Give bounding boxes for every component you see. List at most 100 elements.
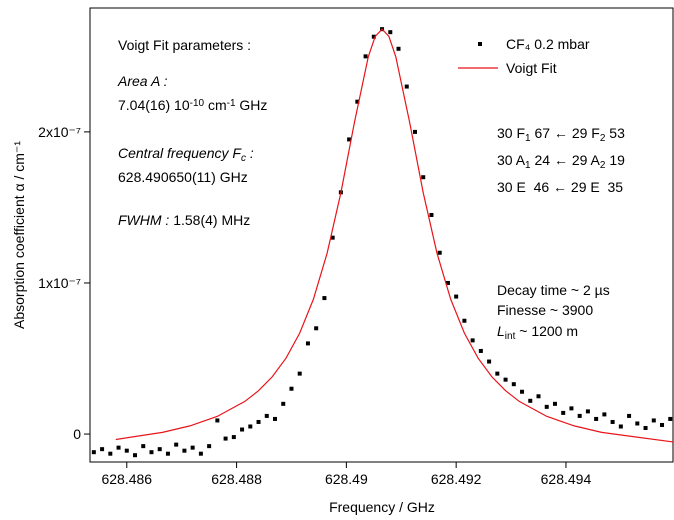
x-axis-label: Frequency / GHz	[329, 499, 435, 515]
data-point	[594, 416, 599, 421]
data-point	[264, 413, 269, 418]
data-point	[643, 426, 648, 431]
data-point	[223, 436, 228, 441]
data-point	[305, 341, 310, 346]
data-point	[124, 448, 129, 453]
data-point	[585, 409, 590, 414]
annotation-part: 1	[525, 133, 531, 144]
annotation-part: 53	[605, 125, 625, 141]
annotation-part: Central frequency F	[118, 145, 242, 161]
data-point	[520, 389, 525, 394]
plot-frame	[89, 7, 674, 463]
x-tick-label: 628.494	[541, 471, 592, 487]
data-point	[297, 371, 302, 376]
annotation: 30 F1 67 ← 29 F2 53	[497, 125, 625, 144]
data-point	[635, 421, 640, 426]
data-point	[470, 338, 475, 343]
data-point	[544, 404, 549, 409]
data-point	[116, 445, 121, 450]
data-point	[618, 424, 623, 429]
annotation-part: ~ 1200 m	[515, 323, 578, 339]
y-tick-label: 1x10⁻⁷	[38, 275, 81, 291]
data-point	[462, 318, 467, 323]
data-point	[165, 451, 170, 456]
annotation-part: 67 ← 29 F	[531, 125, 600, 141]
annotation: 7.04(16) 10-10 cm-1 GHz	[118, 97, 267, 113]
data-point	[273, 416, 278, 421]
data-point	[149, 450, 154, 455]
data-point	[182, 448, 187, 453]
x-tick-label: 628.49	[325, 471, 368, 487]
data-point	[454, 294, 459, 299]
data-point	[404, 84, 409, 89]
annotation-part: :	[246, 145, 254, 161]
data-point	[511, 382, 516, 387]
data-point	[248, 424, 253, 429]
annotation-part: FWHM :	[118, 212, 169, 228]
annotation: Area A :	[117, 73, 168, 89]
legend-label: Voigt Fit	[506, 60, 557, 76]
annotation-part: 24 ← 29 A	[531, 152, 601, 168]
data-point	[133, 453, 138, 458]
x-tick-label: 628.492	[431, 471, 482, 487]
data-point	[330, 235, 335, 240]
data-point	[388, 30, 393, 35]
data-point	[355, 99, 360, 104]
annotation-part: GHz	[236, 97, 268, 113]
data-point	[528, 398, 533, 403]
data-point	[651, 418, 656, 423]
y-tick-label: 2x10⁻⁷	[38, 124, 81, 140]
data-point	[478, 348, 483, 353]
data-point	[91, 450, 96, 455]
data-point	[577, 413, 582, 418]
annotation-part: 2	[600, 133, 606, 144]
legend-marker	[478, 42, 482, 46]
annotation-part: Decay time ~ 2 µs	[497, 282, 610, 298]
data-point	[371, 34, 376, 39]
data-point	[429, 212, 434, 217]
data-point	[495, 371, 500, 376]
annotation-part: 30 F	[497, 125, 525, 141]
data-point	[536, 394, 541, 399]
data-point	[100, 447, 105, 452]
annotation: Lint ~ 1200 m	[497, 323, 578, 342]
data-point	[363, 54, 368, 59]
data-point	[412, 129, 417, 134]
annotation-part: 30 E 46 ← 29 E 35	[497, 179, 623, 195]
data-point	[602, 412, 607, 417]
annotation-part: 19	[605, 152, 625, 168]
data-point	[157, 447, 162, 452]
data-point	[487, 359, 492, 364]
data-point	[190, 445, 195, 450]
data-point	[240, 427, 245, 432]
annotation-part: Voigt Fit parameters :	[118, 37, 251, 53]
data-point	[207, 444, 212, 449]
data-point	[215, 418, 220, 423]
annotation: Finesse ~ 3900	[497, 302, 593, 318]
data-point	[627, 413, 632, 418]
annotation-part: -10	[190, 98, 205, 109]
data-point	[108, 451, 113, 456]
fit-line	[115, 28, 674, 443]
data-point	[569, 406, 574, 411]
data-point	[610, 419, 615, 424]
annotation-part: 628.490650(11) GHz	[118, 169, 248, 185]
data-point	[561, 410, 566, 415]
y-tick-label: 0	[73, 426, 81, 442]
annotation-part: Area A :	[117, 73, 168, 89]
data-point	[289, 386, 294, 391]
annotation-part: L	[497, 323, 505, 339]
data-point	[322, 296, 327, 301]
data-point	[668, 416, 673, 421]
x-tick-label: 628.486	[101, 471, 152, 487]
data-point	[174, 442, 179, 447]
annotation: Decay time ~ 2 µs	[497, 282, 610, 298]
data-point	[552, 401, 557, 406]
y-axis-label: Absorption coefficient α / cm⁻¹	[11, 141, 27, 329]
annotation-part: -1	[227, 98, 236, 109]
data-point	[445, 280, 450, 285]
annotation-part: Finesse ~ 3900	[497, 302, 593, 318]
data-point	[421, 175, 426, 180]
annotation-part: int	[505, 331, 516, 342]
